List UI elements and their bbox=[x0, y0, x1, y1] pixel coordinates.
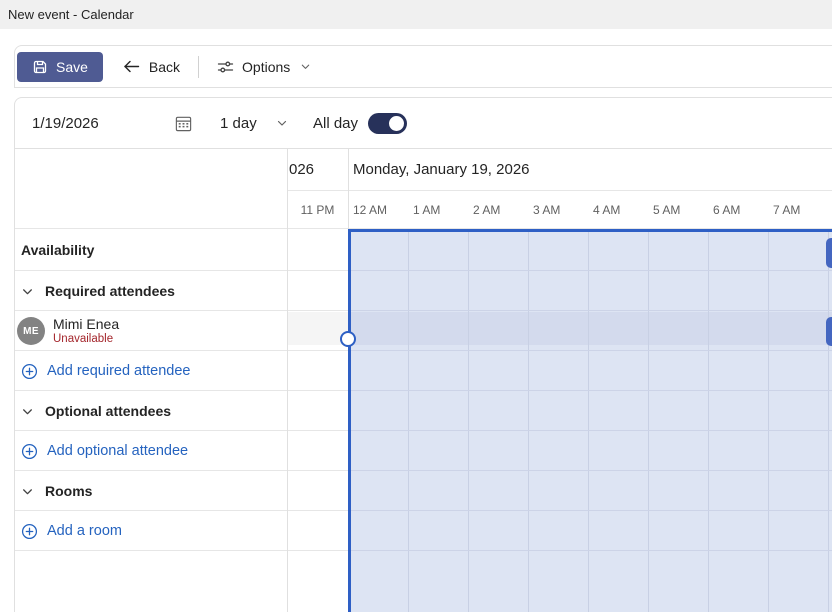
chevron-down-icon[interactable] bbox=[276, 98, 288, 148]
attendee-row[interactable]: ME Mimi Enea Unavailable bbox=[17, 311, 119, 351]
add-optional-attendee-button[interactable]: Add optional attendee bbox=[21, 431, 188, 471]
time-label: 2 AM bbox=[473, 202, 501, 217]
chevron-down-icon bbox=[21, 405, 34, 418]
availability-row-label: Availability bbox=[21, 242, 95, 258]
save-button[interactable]: Save bbox=[17, 51, 103, 82]
time-label: 1 AM bbox=[413, 202, 441, 217]
section-label: Required attendees bbox=[45, 283, 175, 299]
add-link-label: Add required attendee bbox=[47, 363, 191, 379]
all-day-toggle[interactable] bbox=[368, 113, 407, 134]
window-title: New event - Calendar bbox=[8, 7, 134, 22]
avatar: ME bbox=[17, 317, 45, 345]
back-button[interactable]: Back bbox=[123, 59, 180, 75]
toolbar-divider bbox=[198, 55, 200, 78]
attendee-status: Unavailable bbox=[53, 332, 114, 345]
add-link-label: Add a room bbox=[47, 523, 122, 539]
window-title-bar: New event - Calendar bbox=[0, 0, 832, 29]
section-label: Rooms bbox=[45, 483, 93, 499]
add-a-room-button[interactable]: Add a room bbox=[21, 511, 122, 551]
toolbar: Save Back Options bbox=[14, 45, 832, 88]
required-attendees-section[interactable]: Required attendees bbox=[21, 271, 175, 311]
event-chip[interactable] bbox=[826, 317, 832, 346]
time-label: 7 AM bbox=[773, 202, 801, 217]
date-field[interactable]: 1/19/2026 bbox=[32, 114, 99, 132]
back-button-label: Back bbox=[148, 58, 181, 75]
plus-circle-icon bbox=[21, 523, 38, 540]
options-button-label: Options bbox=[242, 58, 291, 75]
chevron-down-icon bbox=[300, 61, 311, 72]
selection-row-highlight bbox=[351, 312, 832, 345]
time-label: 5 AM bbox=[653, 202, 681, 217]
time-label: 3 AM bbox=[533, 202, 561, 217]
event-chip[interactable] bbox=[826, 238, 832, 268]
plus-circle-icon bbox=[21, 443, 38, 460]
toggle-knob bbox=[389, 116, 404, 131]
attendee-name: Mimi Enea bbox=[53, 315, 120, 332]
plus-circle-icon bbox=[21, 363, 38, 380]
day-header: Monday, January 19, 2026 bbox=[353, 161, 530, 178]
all-day-label: All day bbox=[313, 114, 359, 132]
time-label: 12 AM bbox=[353, 202, 388, 217]
section-label: Optional attendees bbox=[45, 403, 172, 419]
optional-attendees-section[interactable]: Optional attendees bbox=[21, 391, 171, 431]
time-label: 4 AM bbox=[593, 202, 621, 217]
prev-day-header-partial: 026 bbox=[289, 161, 315, 178]
time-label: 11 PM bbox=[300, 202, 335, 217]
chevron-down-icon bbox=[21, 485, 34, 498]
calendar-icon[interactable] bbox=[170, 110, 197, 137]
time-label: 6 AM bbox=[713, 202, 741, 217]
chevron-down-icon bbox=[21, 285, 34, 298]
circle-drag-handle[interactable] bbox=[340, 331, 356, 347]
sliders-icon bbox=[217, 59, 234, 75]
scheduling-assistant-card: 1/19/2026 1 day All day bbox=[14, 97, 832, 612]
options-button[interactable]: Options bbox=[217, 59, 311, 75]
add-required-attendee-button[interactable]: Add required attendee bbox=[21, 351, 191, 391]
save-icon bbox=[32, 59, 48, 75]
arrow-left-icon bbox=[123, 59, 140, 74]
row-highlight bbox=[288, 312, 348, 345]
add-link-label: Add optional attendee bbox=[47, 443, 189, 459]
duration-dropdown[interactable]: 1 day bbox=[220, 114, 257, 132]
all-day-selection-region[interactable] bbox=[348, 229, 832, 612]
rooms-section[interactable]: Rooms bbox=[21, 471, 92, 511]
save-button-label: Save bbox=[56, 58, 88, 75]
